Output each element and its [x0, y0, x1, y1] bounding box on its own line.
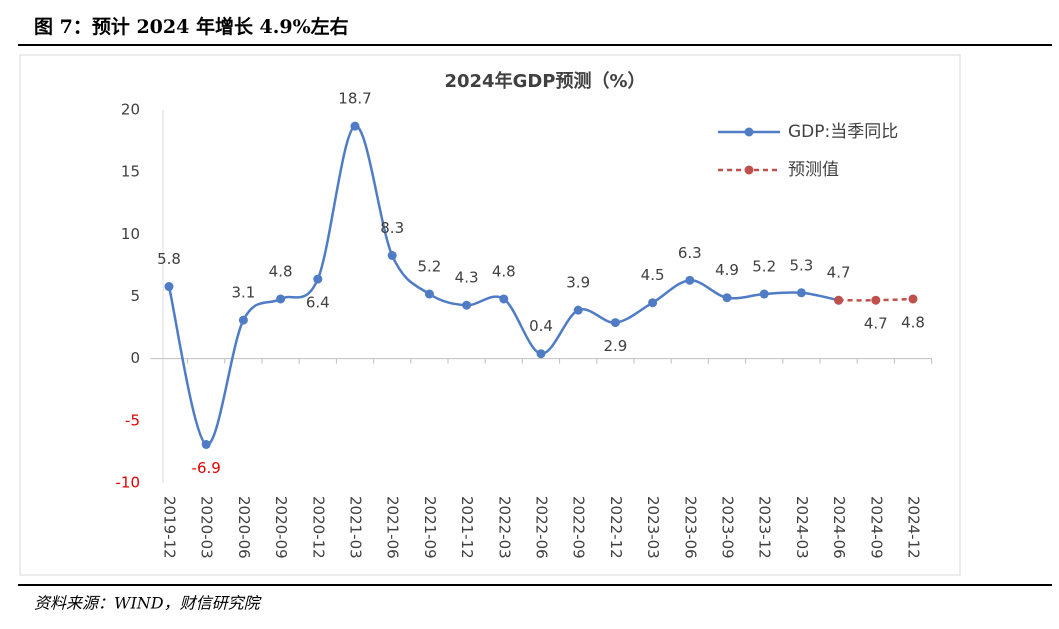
- point-marker: [276, 294, 286, 304]
- y-tick-label: 20: [121, 101, 140, 119]
- page-title: 图 7：预计 2024 年增长 4.9%左右: [34, 15, 349, 38]
- data-label: 6.3: [678, 244, 702, 262]
- data-label: 5.8: [157, 250, 181, 268]
- x-tick-label: 2020-12: [309, 496, 327, 559]
- point-marker: [796, 288, 806, 298]
- x-tick-label: 2021-12: [458, 496, 476, 559]
- source-note: 资料来源：WIND，财信研究院: [34, 594, 263, 613]
- point-marker: [238, 315, 248, 325]
- point-marker: [201, 439, 211, 449]
- chart-frame: [19, 54, 961, 576]
- data-label: 0.4: [529, 317, 553, 335]
- point-marker: [462, 300, 472, 310]
- data-label: 4.9: [715, 261, 739, 279]
- x-tick-label: 2023-12: [756, 496, 774, 559]
- x-tick-label: 2024-03: [793, 496, 811, 559]
- legend-label: 预测值: [788, 160, 839, 180]
- data-label: 5.3: [789, 256, 813, 274]
- x-tick-label: 2024-06: [830, 496, 848, 559]
- data-label: 3.9: [566, 274, 590, 292]
- y-tick-label: 0: [130, 349, 140, 367]
- x-tick-label: 2023-03: [644, 496, 662, 559]
- data-label: 4.8: [492, 262, 516, 280]
- legend-marker: [744, 127, 754, 137]
- x-tick-label: 2019-12: [161, 496, 179, 559]
- point-marker: [908, 294, 918, 304]
- data-label: 2.9: [603, 337, 627, 355]
- x-tick-label: 2022-12: [607, 496, 625, 559]
- data-label: 18.7: [338, 90, 371, 108]
- y-tick-label: -10: [116, 474, 141, 492]
- y-tick-label: 5: [130, 287, 140, 305]
- data-label: 4.8: [901, 313, 925, 331]
- point-marker: [424, 289, 434, 299]
- y-tick-label: 10: [121, 225, 140, 243]
- data-label: 5.2: [417, 258, 441, 276]
- data-label: 4.7: [827, 264, 851, 282]
- point-marker: [536, 349, 546, 359]
- point-marker: [350, 121, 360, 131]
- x-tick-label: 2022-06: [533, 496, 551, 559]
- point-marker: [610, 318, 620, 328]
- point-marker: [685, 275, 695, 285]
- x-tick-label: 2024-12: [905, 496, 923, 559]
- x-tick-label: 2022-03: [495, 496, 513, 559]
- point-marker: [499, 294, 509, 304]
- x-tick-label: 2021-09: [421, 496, 439, 559]
- point-marker: [834, 295, 844, 305]
- x-tick-label: 2020-09: [272, 496, 290, 559]
- x-tick-label: 2024-09: [867, 496, 885, 559]
- data-label: 4.8: [269, 262, 293, 280]
- series-line: [167, 124, 839, 446]
- legend-label: GDP:当季同比: [788, 122, 898, 142]
- data-label: 6.4: [306, 294, 330, 312]
- point-marker: [759, 289, 769, 299]
- data-label: 4.5: [641, 266, 665, 284]
- x-tick-label: 2020-03: [198, 496, 216, 559]
- chart-title: 2024年GDP预测（%）: [444, 70, 645, 92]
- data-label: 8.3: [380, 219, 404, 237]
- x-tick-label: 2022-09: [570, 496, 588, 559]
- data-label: 5.2: [752, 258, 776, 276]
- point-marker: [648, 298, 658, 308]
- point-marker: [164, 282, 174, 292]
- data-label: 4.3: [455, 269, 479, 287]
- x-tick-label: 2020-06: [235, 496, 253, 559]
- x-tick-label: 2021-06: [384, 496, 402, 559]
- point-marker: [722, 293, 732, 303]
- y-tick-label: 15: [121, 163, 140, 181]
- point-marker: [387, 250, 397, 260]
- x-tick-label: 2023-06: [681, 496, 699, 559]
- point-marker: [871, 295, 881, 305]
- y-tick-label: -5: [125, 411, 140, 429]
- point-marker: [313, 274, 323, 284]
- legend-marker: [744, 165, 754, 175]
- data-label: 4.7: [864, 315, 888, 333]
- x-tick-label: 2021-03: [347, 496, 365, 559]
- data-label: 3.1: [231, 284, 255, 302]
- data-label: -6.9: [192, 459, 221, 477]
- x-tick-label: 2023-09: [719, 496, 737, 559]
- point-marker: [573, 305, 583, 315]
